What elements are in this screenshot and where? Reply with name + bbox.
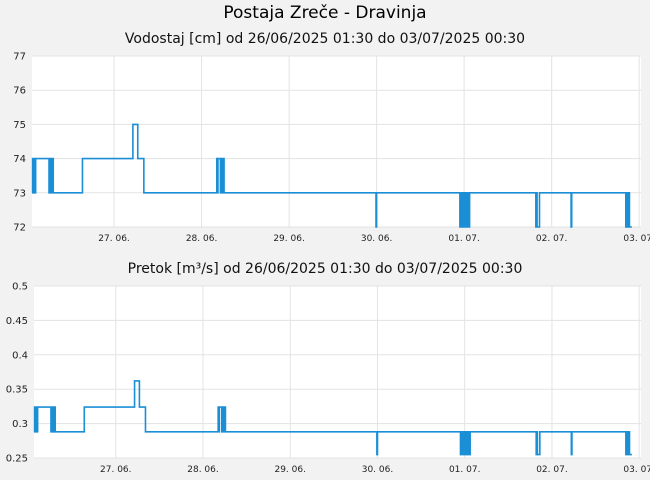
x-tick-label: 02. 07.: [536, 465, 568, 475]
y-tick-label: 0.25: [6, 454, 28, 465]
x-tick-label: 03. 07.: [623, 465, 650, 475]
y-tick-label: 0.35: [6, 385, 28, 396]
y-tick-label: 0.4: [12, 350, 28, 361]
y-tick-label: 74: [13, 154, 26, 165]
page-title: Postaja Zreče - Dravinja: [223, 3, 427, 23]
plot-area: [34, 286, 641, 458]
y-tick-label: 0.3: [12, 419, 28, 430]
x-tick-label: 27. 06.: [100, 465, 132, 475]
y-tick-label: 0.5: [12, 282, 28, 293]
y-tick-label: 77: [13, 52, 26, 63]
x-tick-label: 01. 07.: [448, 234, 480, 244]
x-tick-label: 30. 06.: [362, 465, 394, 475]
y-tick-label: 76: [13, 86, 26, 97]
x-tick-label: 30. 06.: [361, 234, 393, 244]
x-tick-label: 02. 07.: [536, 234, 568, 244]
series-line-flow: [33, 380, 632, 456]
x-tick-label: 27. 06.: [98, 234, 130, 244]
chart-title-discharge: Pretok [m³/s] od 26/06/2025 01:30 do 03/…: [127, 261, 523, 277]
chart-title-water-level: Vodostaj [cm] od 26/06/2025 01:30 do 03/…: [124, 31, 526, 47]
series-line-level: [31, 123, 632, 228]
x-tick-label: 01. 07.: [449, 465, 481, 475]
y-tick-label: 72: [13, 223, 26, 234]
x-tick-label: 03. 07.: [623, 234, 650, 244]
y-tick-label: 0.45: [6, 316, 28, 327]
y-tick-label: 75: [13, 120, 26, 131]
x-tick-label: 29. 06.: [273, 234, 305, 244]
x-tick-label: 28. 06.: [186, 234, 218, 244]
x-tick-label: 28. 06.: [187, 465, 219, 475]
x-tick-label: 29. 06.: [274, 465, 306, 475]
y-tick-label: 73: [13, 188, 26, 199]
